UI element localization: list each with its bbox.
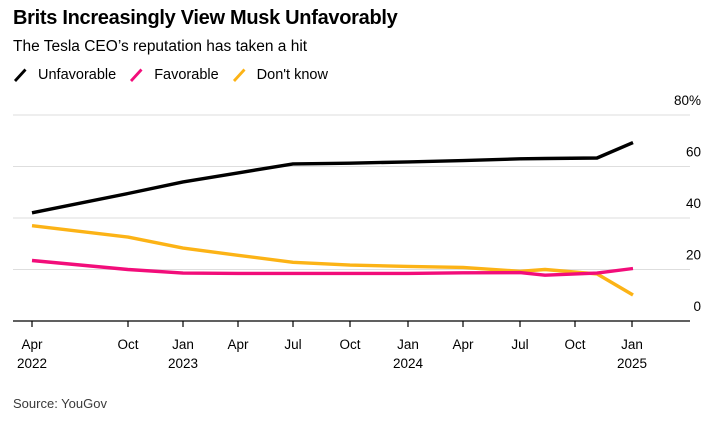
x-axis-label-month: Apr [21, 337, 43, 352]
source-note: Source: YouGov [13, 396, 107, 411]
series-line-unfavorable [31, 141, 634, 215]
y-axis-label: 0 [693, 299, 701, 314]
x-axis-label-month: Oct [564, 337, 585, 352]
x-axis-label-month: Jan [397, 337, 419, 352]
y-axis-label: 80% [674, 93, 701, 108]
line-swatch-icon [130, 68, 143, 82]
line-swatch-icon [232, 68, 246, 82]
x-axis-label-year: 2022 [17, 356, 47, 371]
legend-item-unfavorable: Unfavorable [13, 67, 116, 83]
page-title: Brits Increasingly View Musk Unfavorably [13, 7, 398, 29]
series-line-favorable [31, 258, 634, 277]
x-axis-label-month: Apr [227, 337, 249, 352]
page-subtitle: The Tesla CEO’s reputation has taken a h… [13, 38, 308, 55]
x-axis-label-year: 2024 [393, 356, 424, 371]
x-axis-label-month: Jul [511, 337, 528, 352]
legend-item-favorable: Favorable [129, 67, 219, 83]
x-axis-label-month: Oct [339, 337, 360, 352]
line-swatch-icon [13, 68, 27, 82]
x-axis-label-month: Jul [284, 337, 301, 352]
x-axis-label-month: Jan [621, 337, 643, 352]
chart-legend: Unfavorable Favorable Don't know [13, 67, 328, 83]
legend-item-dont-know: Don't know [232, 67, 328, 83]
y-axis-label: 60 [686, 145, 701, 160]
y-axis-label: 40 [686, 196, 701, 211]
series-line-don-t-know [31, 224, 634, 297]
x-axis-label-month: Oct [117, 337, 138, 352]
x-axis-label-year: 2023 [168, 356, 198, 371]
legend-label: Favorable [154, 67, 219, 83]
y-axis-label: 20 [686, 248, 701, 263]
x-axis-label-month: Jan [172, 337, 194, 352]
legend-label: Unfavorable [38, 67, 117, 83]
legend-label: Don't know [256, 67, 328, 83]
x-axis-label-year: 2025 [617, 356, 647, 371]
x-axis-label-month: Apr [452, 337, 474, 352]
